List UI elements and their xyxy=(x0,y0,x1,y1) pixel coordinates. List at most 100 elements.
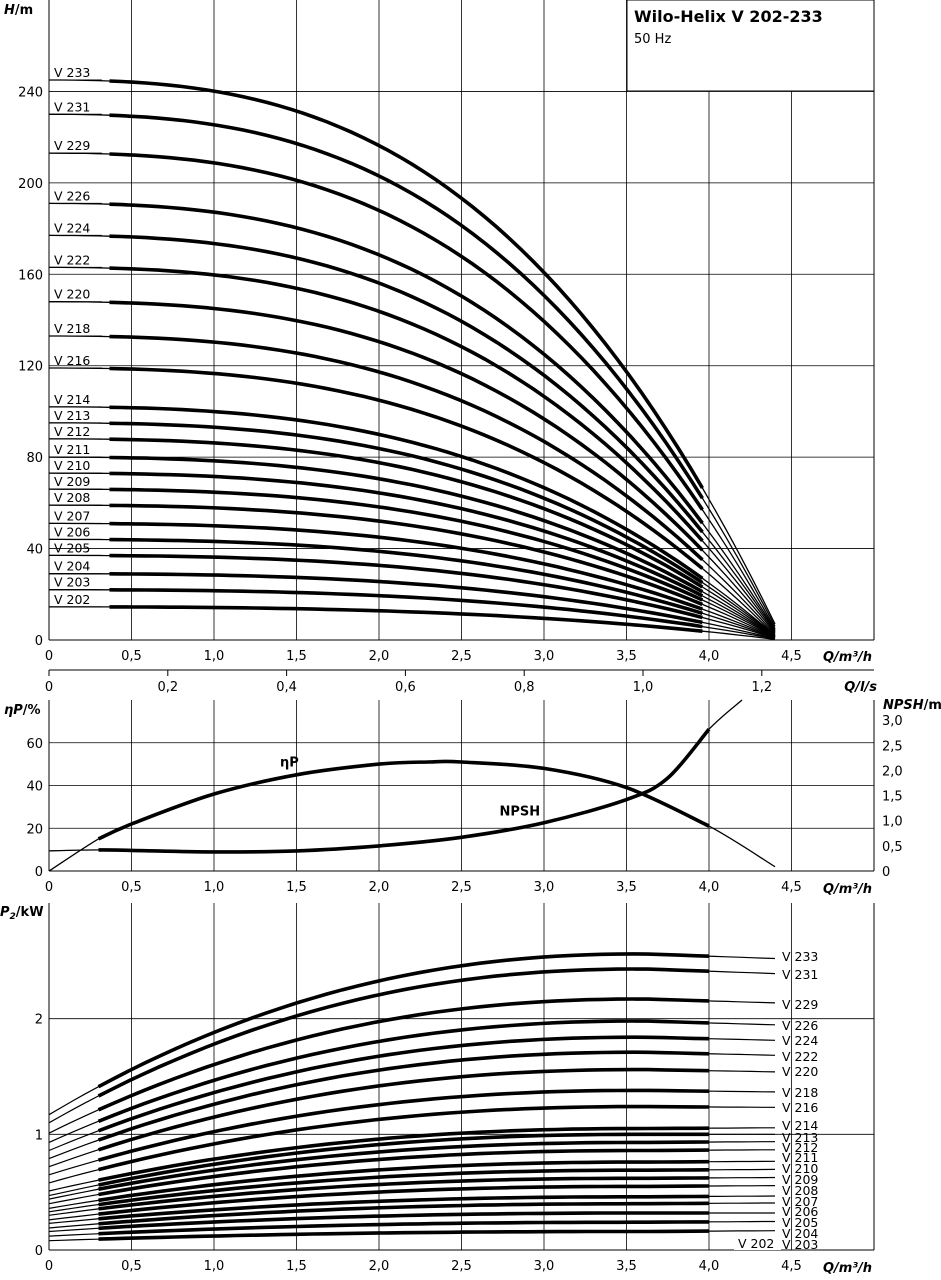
head-x-tick: 0,5 xyxy=(121,649,142,664)
head-curve-label: V 206 xyxy=(54,524,90,539)
power-y-tick: 1 xyxy=(35,1128,43,1143)
power-curve-operating xyxy=(98,1140,710,1191)
head-curve-operating xyxy=(109,334,704,562)
head-y-tick: 120 xyxy=(18,360,43,375)
head-x-tick: 0 xyxy=(45,649,53,664)
head-x-tick: 1,0 xyxy=(204,649,225,664)
power-curve-operating xyxy=(98,1148,710,1197)
power-x-tick: 0,5 xyxy=(121,1259,142,1274)
head-curve-operating xyxy=(109,455,704,594)
eff-x-label: Q/m³/h xyxy=(823,882,872,897)
head-curve-operating xyxy=(109,366,704,570)
npsh-tick: 2,5 xyxy=(882,739,903,754)
power-curve-label: V 208 xyxy=(782,1183,818,1198)
power-x-tick: 4,0 xyxy=(699,1259,720,1274)
head-curve-operating xyxy=(109,537,703,616)
head-curve-operating xyxy=(109,553,703,620)
power-x-tick: 3,0 xyxy=(534,1259,555,1274)
head-y-tick: 40 xyxy=(26,543,43,558)
power-curve-operating xyxy=(98,1194,710,1221)
head-curve-label: V 212 xyxy=(54,424,90,439)
head-curve-label: V 209 xyxy=(54,474,90,489)
eff-x-tick: 4,5 xyxy=(781,880,802,895)
power-curve-operating xyxy=(98,1201,710,1226)
head-curve-operating xyxy=(109,588,703,629)
ls-axis-label: Q/l/s xyxy=(844,680,877,695)
power-curve-label: V 231 xyxy=(782,967,818,982)
head-curve-label: V 210 xyxy=(54,458,90,473)
power-curve-label: V 211 xyxy=(782,1150,818,1165)
power-curve-operating xyxy=(97,997,710,1112)
power-curve-label: V 216 xyxy=(782,1100,818,1115)
head-curve-label: V 222 xyxy=(54,252,90,267)
head-curve-operating xyxy=(109,503,704,607)
power-curve-label: V 222 xyxy=(782,1049,818,1064)
head-y-label: H/m xyxy=(4,3,33,18)
head-curve-operating xyxy=(109,266,704,543)
power-curve-operating xyxy=(98,1104,710,1172)
power-y-tick: 0 xyxy=(35,1244,43,1259)
eff-y-tick: 0 xyxy=(35,865,43,880)
labels: 0 0,5 1,0 1,5 2,0 2,5 3,0 3,5 4,0 4,5040801201602… xyxy=(0,3,941,1276)
power-curve-label: V 202 xyxy=(738,1236,774,1251)
power-curve-label: V 233 xyxy=(782,949,818,964)
head-curve-operating xyxy=(109,113,704,500)
head-curve-label: V 224 xyxy=(54,220,90,235)
ls-tick: 0 xyxy=(45,680,53,695)
head-curve-label: V 218 xyxy=(54,321,90,336)
head-x-tick: 1,5 xyxy=(286,649,307,664)
npsh-tick: 1,0 xyxy=(882,815,903,830)
power-x-tick: 0 xyxy=(45,1259,53,1274)
npsh-tick: 2,0 xyxy=(882,764,903,779)
power-x-tick: 2,0 xyxy=(369,1259,390,1274)
power-y-tick: 2 xyxy=(35,1013,43,1028)
ls-tick: 0,4 xyxy=(276,680,297,695)
head-curve-label: V 231 xyxy=(54,99,90,114)
head-curve-operating xyxy=(109,487,704,602)
npsh-tick: 1,5 xyxy=(882,790,903,805)
power-curve-operating xyxy=(98,1168,710,1207)
npsh-tick: 0,5 xyxy=(882,840,903,855)
power-curve-operating xyxy=(97,1019,710,1123)
npsh-tick: 3,0 xyxy=(882,714,903,729)
npsh-tick: 0 xyxy=(882,865,890,880)
power-curve-operating xyxy=(98,1220,709,1236)
head-curve-operating xyxy=(109,79,704,489)
power-curve-label: V 218 xyxy=(782,1085,818,1100)
power-curve-label: V 209 xyxy=(782,1172,818,1187)
ls-tick: 0,2 xyxy=(157,680,178,695)
power-curve-label: V 206 xyxy=(782,1204,818,1219)
eff-x-tick: 1,0 xyxy=(204,880,225,895)
ls-tick: 0,6 xyxy=(395,680,416,695)
head-x-tick: 3,0 xyxy=(534,649,555,664)
head-y-tick: 240 xyxy=(18,85,43,100)
power-curve-operating xyxy=(97,1035,710,1133)
eff-y-label: ηP/% xyxy=(4,703,41,718)
power-curve-label: V 224 xyxy=(782,1033,818,1048)
power-x-tick: 1,5 xyxy=(286,1259,307,1274)
head-y-tick: 200 xyxy=(18,177,43,192)
eff-x-tick: 2,0 xyxy=(369,880,390,895)
power-curve-operating xyxy=(98,1229,710,1241)
chart-title: Wilo-Helix V 202-233 xyxy=(634,7,823,26)
ls-tick: 1,2 xyxy=(751,680,772,695)
eff-x-tick: 3,5 xyxy=(616,880,637,895)
power-curve-label: V 213 xyxy=(782,1130,818,1145)
head-curve-label: V 211 xyxy=(54,442,90,457)
ls-tick: 0,8 xyxy=(514,680,535,695)
ls-tick: 1,0 xyxy=(633,680,654,695)
eff-x-tick: 0,5 xyxy=(121,880,142,895)
npsh-label: NPSH xyxy=(499,805,540,820)
power-x-tick: 4,5 xyxy=(781,1259,802,1274)
head-x-label: Q/m³/h xyxy=(823,650,872,665)
power-curve-operating xyxy=(97,967,710,1098)
power-x-tick: 2,5 xyxy=(451,1259,472,1274)
head-y-tick: 80 xyxy=(26,451,43,466)
head-curve-label: V 205 xyxy=(54,540,90,555)
power-curve-operating xyxy=(97,952,710,1089)
head-curve-operating xyxy=(109,421,704,585)
power-x-label: Q/m³/h xyxy=(823,1261,872,1276)
power-curve-operating xyxy=(97,1067,710,1152)
head-curve-operating xyxy=(109,605,703,633)
power-curve-label: V 204 xyxy=(782,1226,818,1241)
